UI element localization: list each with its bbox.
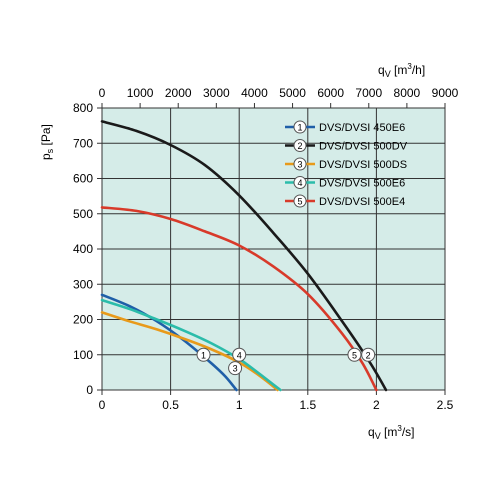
x-top-tick-label: 5000	[279, 86, 306, 100]
legend-marker-3	[293, 157, 307, 171]
series-marker-label-1: 1	[201, 350, 206, 360]
y-axis-label: ps [Pa]	[39, 124, 55, 160]
x-tick-label: 1	[236, 398, 243, 412]
y-tick-label: 400	[73, 242, 93, 256]
y-tick-label: 0	[86, 383, 93, 397]
x-top-tick-label: 9000	[432, 86, 459, 100]
legend-marker-5	[293, 194, 307, 208]
x-tick-label: 2.5	[437, 398, 454, 412]
legend-marker-label-5: 5	[297, 197, 302, 207]
x-top-tick-label: 7000	[355, 86, 382, 100]
x-tick-label: 0.5	[162, 398, 179, 412]
y-tick-label: 700	[73, 136, 93, 150]
legend-entry-1: DVS/DVSI 450E6	[319, 122, 405, 134]
x-top-tick-label: 2000	[165, 86, 192, 100]
x-top-tick-label: 8000	[394, 86, 421, 100]
y-tick-label: 200	[73, 313, 93, 327]
x-top-tick-label: 3000	[203, 86, 230, 100]
series-markers: 1 2 3 4 5	[196, 347, 376, 376]
x-tick-label: 0	[99, 398, 106, 412]
x-tick-label: 1.5	[299, 398, 316, 412]
series-marker-1	[196, 347, 211, 362]
series-marker-label-2: 2	[366, 350, 371, 360]
x-axis-bottom-ticks: 0 0.5 1 1.5 2 2.5	[99, 390, 454, 412]
legend-marker-4	[293, 176, 307, 189]
x-tick-label: 2	[373, 398, 380, 412]
legend-entry-5: DVS/DVSI 500E4	[319, 196, 405, 208]
x-axis-bottom-label: qV [m3/s]	[368, 424, 415, 441]
y-axis-ticks: 0 100 200 300 400 500 600 700 800	[73, 101, 102, 397]
series-marker-2	[361, 347, 376, 362]
legend-entry-3: DVS/DVSI 500DS	[319, 159, 407, 171]
series-line-4	[100, 298, 282, 392]
legend-entry-4: DVS/DVSI 500E6	[319, 178, 405, 190]
y-tick-label: 300	[73, 277, 93, 291]
y-tick-label: 100	[73, 348, 93, 362]
y-tick-label: 800	[73, 101, 93, 115]
legend-entry-2: DVS/DVSI 500DV	[319, 141, 408, 153]
series-marker-3	[228, 361, 243, 376]
series-line-1	[100, 293, 238, 392]
x-top-tick-label: 1000	[127, 86, 154, 100]
legend-marker-label-3: 3	[297, 160, 302, 170]
series-marker-label-5: 5	[352, 350, 357, 360]
x-top-tick-label: 4000	[241, 86, 268, 100]
legend-marker-2	[293, 139, 307, 152]
series-marker-label-4: 4	[237, 350, 242, 360]
x-top-tick-label: 0	[99, 86, 106, 100]
y-tick-label: 600	[73, 172, 93, 186]
series-marker-5	[347, 347, 362, 362]
legend-marker-label-1: 1	[297, 123, 302, 133]
legend-marker-1	[293, 120, 307, 134]
x-axis-top-ticks: 0 1000 2000 3000 4000 5000 6000 7000 8000 9000	[99, 86, 459, 108]
legend-marker-label-2: 2	[297, 141, 302, 151]
x-axis-top-label: qV [m3/h]	[378, 62, 425, 79]
x-top-tick-label: 6000	[317, 86, 344, 100]
y-tick-label: 500	[73, 207, 93, 221]
series-line-2	[100, 120, 388, 392]
legend-marker-label-4: 4	[297, 178, 302, 188]
series-marker-4	[232, 347, 247, 362]
series-line-3	[100, 311, 279, 392]
series-marker-label-3: 3	[233, 364, 238, 374]
legend: 1 DVS/DVSI 450E6 2 DVS/DVSI 500DV 3 DVS/DVSI …	[285, 120, 408, 208]
